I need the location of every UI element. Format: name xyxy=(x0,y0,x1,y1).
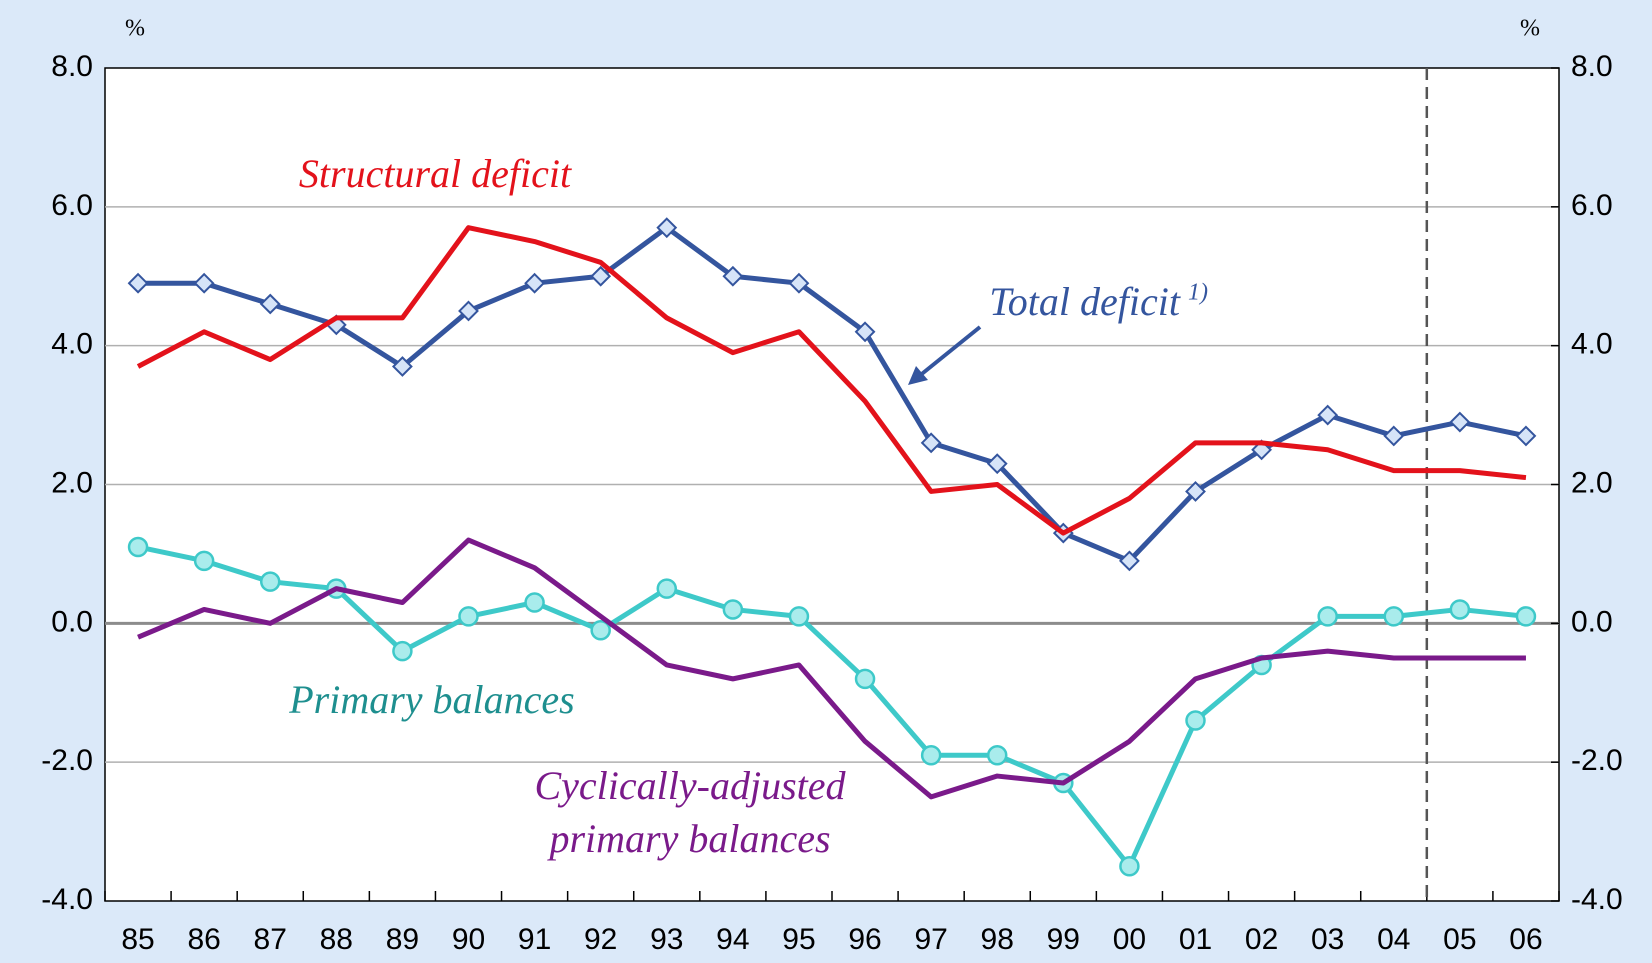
point-marker xyxy=(920,744,942,766)
point-marker xyxy=(193,272,215,294)
x-tick-label: 86 xyxy=(187,923,220,956)
y2-tick-label: 4.0 xyxy=(1571,328,1613,361)
arrow-head xyxy=(908,366,928,385)
y2-tick-label: 6.0 xyxy=(1571,189,1613,222)
y-tick-label: 2.0 xyxy=(51,466,93,499)
x-tick-label: 03 xyxy=(1311,923,1344,956)
y2-tick-label: -2.0 xyxy=(1571,744,1623,777)
y2-unit: % xyxy=(1520,16,1540,42)
y2-tick-label: 8.0 xyxy=(1571,50,1613,83)
y-tick-label: -4.0 xyxy=(41,883,93,916)
point-marker xyxy=(1383,425,1405,447)
series-label: Structural deficit xyxy=(299,151,572,196)
point-marker xyxy=(259,293,281,315)
x-tick-label: 88 xyxy=(320,923,353,956)
y-tick-label: 6.0 xyxy=(51,189,93,222)
x-tick-label: 97 xyxy=(914,923,947,956)
point-marker xyxy=(920,432,942,454)
point-marker xyxy=(1515,425,1537,447)
x-tick-label: 91 xyxy=(518,923,551,956)
x-tick-label: 96 xyxy=(848,923,881,956)
x-tick-label: 87 xyxy=(254,923,287,956)
point-marker xyxy=(392,640,413,662)
point-marker xyxy=(854,321,876,343)
y-tick-label: -2.0 xyxy=(41,744,93,777)
x-tick-label: 92 xyxy=(584,923,617,956)
series-line xyxy=(137,537,1526,800)
x-tick-label: 94 xyxy=(716,923,749,956)
x-tick-label: 90 xyxy=(452,923,485,956)
point-marker xyxy=(1119,856,1140,877)
point-marker xyxy=(854,668,876,690)
point-marker xyxy=(986,453,1008,475)
x-tick-label: 02 xyxy=(1245,923,1278,956)
point-marker xyxy=(656,578,678,599)
x-tick-label: 06 xyxy=(1509,923,1542,956)
x-tick-label: 85 xyxy=(121,923,154,956)
point-marker xyxy=(1449,599,1471,620)
point-marker xyxy=(1185,710,1206,731)
point-marker xyxy=(1118,550,1140,572)
point-marker xyxy=(458,606,479,627)
x-tick-label: 98 xyxy=(981,923,1014,956)
point-marker xyxy=(1515,606,1537,627)
point-marker xyxy=(391,356,413,377)
point-marker xyxy=(788,272,810,294)
x-tick-label: 89 xyxy=(386,923,419,956)
y-unit: % xyxy=(125,16,145,42)
x-tick-label: 05 xyxy=(1443,923,1476,956)
x-tick-label: 04 xyxy=(1377,923,1410,956)
series-label: Primary balances xyxy=(288,677,575,722)
x-tick-label: 95 xyxy=(782,923,815,956)
footnote-marker: 1) xyxy=(1188,280,1208,306)
y-tick-label: 8.0 xyxy=(51,50,93,83)
point-marker xyxy=(590,265,612,287)
series-label: Total deficit xyxy=(989,279,1181,324)
point-marker xyxy=(986,744,1008,766)
point-marker xyxy=(722,265,744,287)
label-background xyxy=(245,150,625,206)
point-marker xyxy=(1383,606,1405,627)
point-marker xyxy=(524,592,545,613)
x-tick-label: 93 xyxy=(650,923,683,956)
point-marker xyxy=(458,300,479,322)
y2-tick-label: 0.0 xyxy=(1571,605,1613,638)
series-label: Cyclically-adjusted primary balances xyxy=(534,763,846,861)
y-tick-label: 0.0 xyxy=(51,605,93,638)
point-marker xyxy=(722,599,744,620)
point-marker xyxy=(1185,481,1206,502)
point-marker xyxy=(193,550,215,572)
x-tick-label: 99 xyxy=(1047,923,1080,956)
label-line: Cyclically-adjusted xyxy=(534,763,846,808)
point-marker xyxy=(1317,404,1339,426)
point-marker xyxy=(788,606,810,627)
point-marker xyxy=(1317,606,1338,627)
point-marker xyxy=(127,536,149,558)
point-marker xyxy=(656,217,678,239)
y2-tick-label: -4.0 xyxy=(1571,883,1623,916)
label-line: primary balances xyxy=(546,816,830,861)
x-tick-label: 00 xyxy=(1113,923,1146,956)
series-line xyxy=(137,544,1527,869)
point-marker xyxy=(259,571,281,592)
point-marker xyxy=(590,620,611,641)
point-marker xyxy=(524,272,546,294)
x-tick-label: 01 xyxy=(1179,923,1212,956)
arrow xyxy=(916,325,982,379)
point-marker xyxy=(127,272,149,294)
series-line xyxy=(138,225,1527,564)
point-marker xyxy=(1449,411,1471,433)
series-line xyxy=(136,225,1527,536)
y2-tick-label: 2.0 xyxy=(1571,466,1613,499)
y-tick-label: 4.0 xyxy=(51,328,93,361)
